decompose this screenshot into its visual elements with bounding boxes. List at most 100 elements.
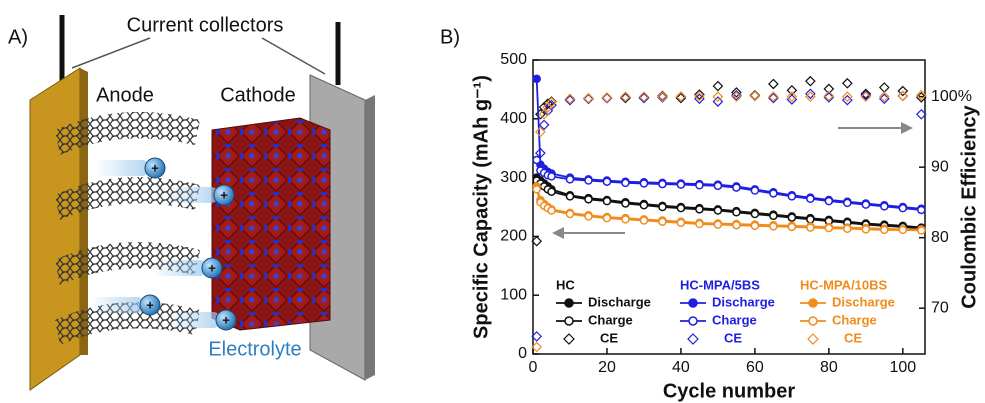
ce-marker xyxy=(841,77,853,89)
ce-marker xyxy=(657,91,668,103)
capacity-marker xyxy=(695,219,704,229)
capacity-marker xyxy=(658,179,667,189)
capacity-marker xyxy=(806,194,815,204)
capacity-marker xyxy=(602,196,612,206)
ce-marker xyxy=(841,91,853,103)
legend-label: Charge xyxy=(712,312,757,327)
y2-tick-label: 80 xyxy=(931,229,949,246)
ce-marker xyxy=(694,89,705,100)
arrow xyxy=(261,37,326,75)
ce-marker xyxy=(531,331,543,342)
ce-marker xyxy=(786,94,798,105)
legend-label: CE xyxy=(724,330,742,345)
capacity-marker xyxy=(750,209,760,219)
ce-marker xyxy=(823,92,835,103)
anode-label: Anode xyxy=(96,84,154,106)
legend-group: HC-MPA/10BS xyxy=(800,277,887,292)
capacity-marker xyxy=(676,180,686,189)
capacity-marker xyxy=(695,205,704,214)
arrow xyxy=(71,37,151,69)
capacity-marker xyxy=(769,222,778,231)
electrolyte-label: Electrolyte xyxy=(208,338,301,360)
ce-marker xyxy=(768,91,779,103)
capacity-marker xyxy=(639,200,649,210)
graphene xyxy=(55,112,200,345)
arrows xyxy=(552,122,913,239)
ion-trail xyxy=(164,187,219,203)
ce-marker xyxy=(878,91,890,103)
ce-marker xyxy=(535,147,546,159)
capacity-marker xyxy=(547,187,556,196)
ion-trail xyxy=(95,160,150,176)
ce-marker xyxy=(535,126,546,138)
ion-label: + xyxy=(208,260,216,275)
capacity-marker xyxy=(898,225,908,235)
capacity-marker xyxy=(584,212,593,221)
ce-marker xyxy=(731,87,742,98)
ce-marker xyxy=(542,98,554,110)
ion-label: + xyxy=(220,187,228,202)
capacity-marker xyxy=(880,202,889,211)
ce-marker xyxy=(675,91,687,103)
ion xyxy=(144,157,166,179)
capacity-marker xyxy=(787,222,797,232)
capacity-marker xyxy=(621,178,630,188)
legend-group: HC-MPA/5BS xyxy=(680,277,760,292)
y-tick-label: 0 xyxy=(518,345,527,362)
x-tick-label: 40 xyxy=(672,359,690,376)
ce-marker xyxy=(878,93,890,105)
ce-marker xyxy=(731,91,742,103)
anode-collector xyxy=(29,67,81,391)
ce-marker xyxy=(749,90,761,102)
capacity-marker xyxy=(917,205,926,215)
capacity-marker xyxy=(584,176,593,185)
capacity-marker xyxy=(769,189,778,198)
ion xyxy=(201,257,223,279)
ion-trail xyxy=(152,260,207,276)
legend-label: Discharge xyxy=(832,294,895,309)
capacity-marker xyxy=(806,215,815,224)
capacity-marker xyxy=(732,208,741,217)
legend-marker xyxy=(808,298,818,308)
capacity-marker xyxy=(750,221,760,231)
ce-marker xyxy=(768,78,779,90)
capacity-marker xyxy=(639,179,649,188)
capacity-marker xyxy=(676,203,686,213)
legend-marker xyxy=(564,316,574,326)
x-axis-title: Cycle number xyxy=(663,380,795,402)
capacity-marker xyxy=(769,211,778,221)
legend-group: HC xyxy=(556,277,575,292)
ce-marker xyxy=(915,92,927,103)
y2-tick-label: 70 xyxy=(931,299,949,316)
y-tick-label: 400 xyxy=(500,110,527,127)
collectors-label: Current collectors xyxy=(127,14,284,36)
capacity-marker xyxy=(695,180,704,190)
legend-label: Discharge xyxy=(712,294,775,309)
y2-tick-label: 90 xyxy=(931,158,949,175)
y2-tick-label: 100% xyxy=(931,88,972,105)
capacity-marker xyxy=(861,200,871,209)
legend-marker xyxy=(808,316,818,326)
ce-marker xyxy=(538,108,550,120)
panel-label: A) xyxy=(8,26,28,48)
ce-marker xyxy=(675,92,687,104)
ce-marker xyxy=(564,93,576,105)
ce-marker xyxy=(805,75,816,87)
ce-marker xyxy=(786,84,798,96)
x-tick-label: 0 xyxy=(529,359,538,376)
capacity-marker xyxy=(824,223,834,233)
ion xyxy=(215,309,237,331)
ce-marker xyxy=(712,80,724,92)
legend-marker xyxy=(564,298,574,308)
y-tick-label: 300 xyxy=(500,169,527,186)
legend-label: CE xyxy=(600,330,618,345)
capacity-marker xyxy=(713,206,723,215)
x-tick-label: 20 xyxy=(598,359,616,376)
ce-marker xyxy=(712,91,724,103)
capacity-marker xyxy=(843,198,852,208)
ce-marker xyxy=(860,91,872,103)
capacity-marker xyxy=(824,196,834,206)
ce-marker xyxy=(823,90,835,102)
capacity-marker xyxy=(565,175,575,184)
